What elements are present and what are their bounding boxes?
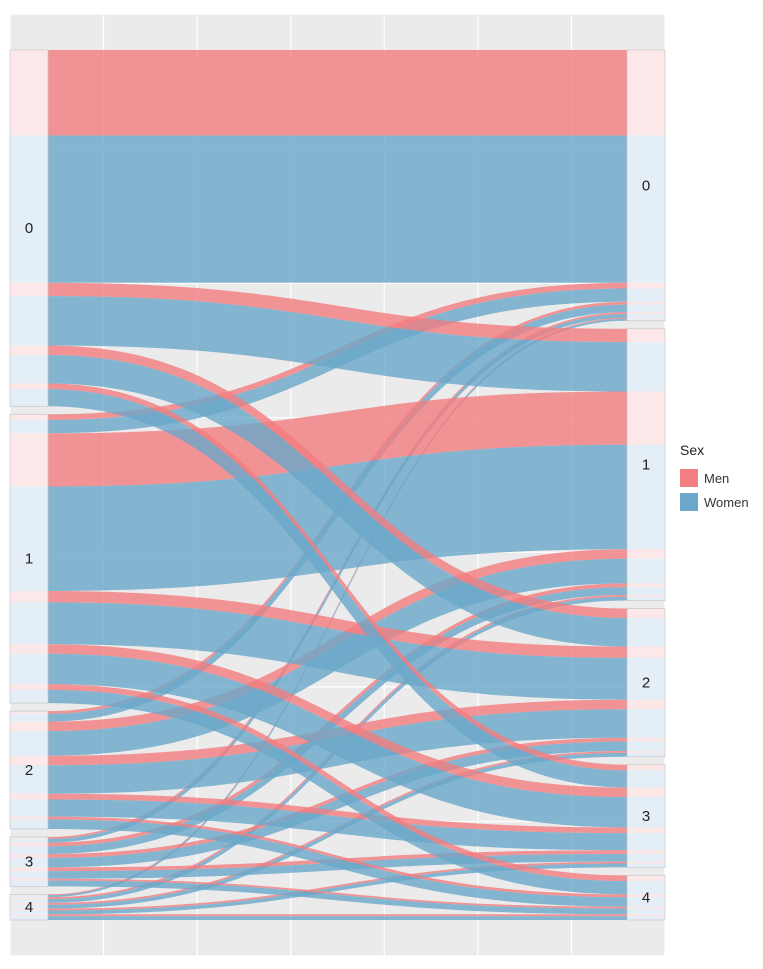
right-node-segment — [627, 914, 665, 916]
left-node-segment — [10, 591, 48, 602]
right-node-segment — [627, 302, 665, 305]
right-node-segment — [627, 391, 665, 444]
left-node-segment — [10, 389, 48, 406]
right-node-segment — [627, 305, 665, 313]
right-node-segment — [627, 742, 665, 752]
right-node-segment — [627, 314, 665, 318]
sankey-link-L0-R0-women — [48, 136, 627, 283]
right-node-segment — [627, 862, 665, 864]
right-node-label-3: 3 — [642, 808, 650, 825]
left-node-segment — [10, 879, 48, 881]
left-node-segment — [10, 714, 48, 722]
right-node-label-0: 0 — [642, 177, 650, 194]
left-node-segment — [10, 916, 48, 920]
right-node-segment — [627, 647, 665, 658]
left-node-segment — [10, 654, 48, 684]
left-node-segment — [10, 871, 48, 879]
left-node-segment — [10, 433, 48, 486]
right-node-segment — [627, 559, 665, 584]
right-node-segment — [627, 618, 665, 647]
right-node-segment — [627, 751, 665, 753]
left-node-segment — [10, 817, 48, 820]
left-node-label-4: 4 — [25, 899, 33, 916]
legend-swatch-men — [680, 469, 698, 487]
left-node-segment — [10, 345, 48, 355]
right-node-segment — [627, 827, 665, 833]
sankey-link-L0-R0-men — [48, 50, 627, 136]
left-node-segment — [10, 895, 48, 897]
right-node-segment — [627, 609, 665, 619]
right-node-segment — [627, 318, 665, 319]
right-node-segment — [627, 312, 665, 314]
right-node-segment — [627, 738, 665, 742]
left-node-segment — [10, 839, 48, 843]
left-node-segment — [10, 819, 48, 829]
right-node-label-2: 2 — [642, 675, 650, 692]
left-node-segment — [10, 799, 48, 816]
left-node-segment — [10, 843, 48, 847]
left-node-label-1: 1 — [25, 551, 33, 568]
right-node-segment — [627, 916, 665, 920]
right-node-segment — [627, 765, 665, 771]
left-node-segment — [10, 881, 48, 887]
right-node-segment — [627, 583, 665, 587]
right-node-segment — [627, 753, 665, 757]
left-node-segment — [10, 722, 48, 732]
right-node-segment — [627, 770, 665, 787]
right-node-label-4: 4 — [642, 890, 650, 907]
right-node-segment — [627, 288, 665, 301]
left-node-segment — [10, 296, 48, 345]
left-node-segment — [10, 487, 48, 592]
left-node-segment — [10, 136, 48, 283]
sankey-links — [48, 50, 627, 920]
left-node-segment — [10, 644, 48, 654]
left-node-label-2: 2 — [25, 762, 33, 779]
left-node-label-0: 0 — [25, 220, 33, 237]
legend-title: Sex — [680, 442, 704, 458]
sankey-chart: 0 1 2 3 4 0 1 2 3 4 SexMen Women — [0, 0, 763, 969]
right-node-segment — [627, 875, 665, 881]
right-node-segment — [627, 597, 665, 601]
right-node-segment — [627, 342, 665, 391]
left-node-segment — [10, 414, 48, 420]
right-node-segment — [627, 283, 665, 289]
left-node-segment — [10, 684, 48, 690]
right-node-segment — [627, 788, 665, 798]
right-node-segment — [627, 907, 665, 909]
right-node-segment — [627, 854, 665, 862]
right-node-segment — [627, 136, 665, 283]
right-node-segment — [627, 709, 665, 738]
right-node-segment — [627, 909, 665, 915]
left-node-segment — [10, 690, 48, 703]
sankey-link-L4-R4-men — [48, 914, 627, 916]
right-node-segment — [627, 50, 665, 136]
right-node-segment — [627, 587, 665, 595]
left-node-segment — [10, 50, 48, 136]
left-node-label-3: 3 — [25, 854, 33, 871]
right-node-segment — [627, 850, 665, 854]
legend-label-women: Women — [704, 495, 749, 510]
right-node-label-1: 1 — [642, 457, 650, 474]
left-node-segment — [10, 420, 48, 433]
right-node-segment — [627, 595, 665, 597]
right-node-segment — [627, 700, 665, 710]
legend-swatch-women — [680, 493, 698, 511]
sankey-svg: 0 1 2 3 4 0 1 2 3 4 SexMen Women — [0, 0, 763, 969]
left-node-segment — [10, 355, 48, 384]
right-node-segment — [627, 864, 665, 868]
left-node-segment — [10, 602, 48, 644]
legend-label-men: Men — [704, 471, 729, 486]
left-node-segment — [10, 731, 48, 756]
right-node-segment — [627, 549, 665, 559]
left-node-segment — [10, 383, 48, 389]
sankey-link-L4-R4-women — [48, 916, 627, 920]
left-node-segment — [10, 283, 48, 296]
right-node-segment — [627, 329, 665, 342]
left-node-segment — [10, 711, 48, 714]
left-node-segment — [10, 794, 48, 800]
right-node-segment — [627, 833, 665, 850]
